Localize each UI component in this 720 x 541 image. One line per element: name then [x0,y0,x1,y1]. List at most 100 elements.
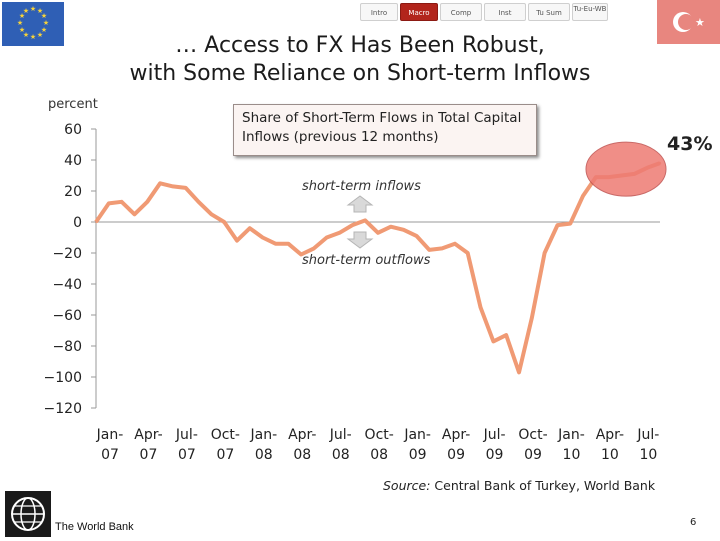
section-nav: Intro Macro Comp Inst Tu Sum Tu-Eu-WB [360,3,610,23]
x-tick-label-year: 08 [293,447,311,463]
data-point [197,200,200,204]
svg-text:★: ★ [23,7,29,15]
highlight-ellipse [585,141,667,197]
svg-text:★: ★ [41,26,47,34]
data-point [274,242,277,245]
x-tick-label-month: Apr- [596,427,624,443]
y-tick-label: 60 [64,122,82,138]
x-tick-label-year: 10 [563,447,581,463]
svg-text:★: ★ [30,5,36,13]
y-tick-label: 0 [73,215,82,231]
inflows-arrow-icon [346,195,374,213]
source-note: Source: Central Bank of Turkey, World Ba… [383,478,655,493]
tab-tu-sum[interactable]: Tu Sum [528,3,570,21]
data-point [517,371,521,374]
x-tick-label-month: Jan- [557,427,585,443]
svg-text:★: ★ [17,19,23,27]
data-point [171,185,175,188]
x-tick-label-month: Apr- [442,427,470,443]
x-tick-label-month: Jan- [403,427,431,443]
y-tick-label: −120 [44,401,82,417]
y-axis-unit-label: percent [48,97,98,112]
x-tick-label-month: Oct- [211,427,240,443]
svg-text:★: ★ [43,19,49,27]
page-title-line-2: with Some Reliance on Short-term Inflows [129,61,591,86]
data-point [184,186,187,190]
y-tick-label: −60 [52,308,82,324]
annotation-outflows: short-term outflows [302,253,431,268]
x-tick-label-month: Apr- [288,427,316,443]
data-point [556,223,559,227]
data-point [146,200,149,204]
y-tick-label: −20 [52,246,82,262]
data-point [338,231,341,235]
tab-macro[interactable]: Macro [400,3,438,21]
page-number: 6 [690,517,697,528]
x-tick-label-month: Jul- [483,427,506,443]
data-point [299,253,303,256]
data-point [133,213,136,216]
tab-tu-eu-wb[interactable]: Tu-Eu-WB [572,3,608,21]
data-point [107,202,111,205]
x-tick-label-year: 08 [370,447,388,463]
x-tick-label-month: Jan- [96,427,124,443]
svg-text:★: ★ [37,31,43,39]
y-tick-label: −40 [52,277,82,293]
x-tick-label-month: Jan- [249,427,277,443]
data-point [287,242,290,245]
x-tick-label-month: Jul- [175,427,198,443]
turkey-flag-icon: ★ [657,0,720,44]
x-tick-label-year: 07 [140,447,158,463]
svg-text:★: ★ [695,16,705,29]
page-title-line-1: … Access to FX Has Been Robust, [175,33,545,58]
x-tick-label-year: 08 [332,447,350,463]
data-point [210,213,213,216]
data-point [402,228,405,231]
x-tick-label-month: Oct- [365,427,394,443]
y-tick-label: −80 [52,339,82,355]
x-tick-label-year: 07 [216,447,234,463]
data-point [158,182,162,185]
x-tick-label-month: Jul- [636,427,659,443]
x-tick-label-year: 09 [486,447,504,463]
data-point [120,200,123,204]
source-label: Source: [383,478,431,493]
svg-text:★: ★ [30,33,36,41]
outflows-arrow-icon [346,231,374,249]
data-point [363,219,367,222]
y-tick-label: −100 [44,370,82,386]
data-point [415,234,418,238]
data-point [428,248,431,252]
data-point [466,251,469,255]
world-bank-logo-icon [5,491,51,537]
data-point [376,231,380,235]
y-tick-label: 20 [64,184,82,200]
x-tick-label-year: 09 [447,447,465,463]
data-point [492,340,495,343]
data-point [235,239,239,242]
tab-inst[interactable]: Inst [484,3,526,21]
data-point [248,227,252,230]
data-point [440,247,444,250]
data-point [389,225,393,228]
chart-callout: Share of Short-Term Flows in Total Capit… [233,104,537,156]
data-point [581,194,585,197]
annotation-inflows: short-term inflows [302,179,421,194]
svg-text:★: ★ [19,26,25,34]
x-tick-label-year: 10 [601,447,619,463]
x-tick-label-month: Oct- [518,427,547,443]
svg-text:★: ★ [37,7,43,15]
data-point [325,236,328,239]
x-tick-label-year: 10 [639,447,657,463]
x-tick-label-year: 07 [101,447,119,463]
svg-text:★: ★ [41,12,47,20]
tab-comp[interactable]: Comp [440,3,482,21]
highlight-value-label: 43% [667,133,713,155]
svg-text:★: ★ [23,31,29,39]
data-point [222,220,226,224]
data-point [479,306,482,309]
world-bank-logo-text: The World Bank [55,521,134,533]
tab-intro[interactable]: Intro [360,3,398,21]
data-point [453,242,457,245]
